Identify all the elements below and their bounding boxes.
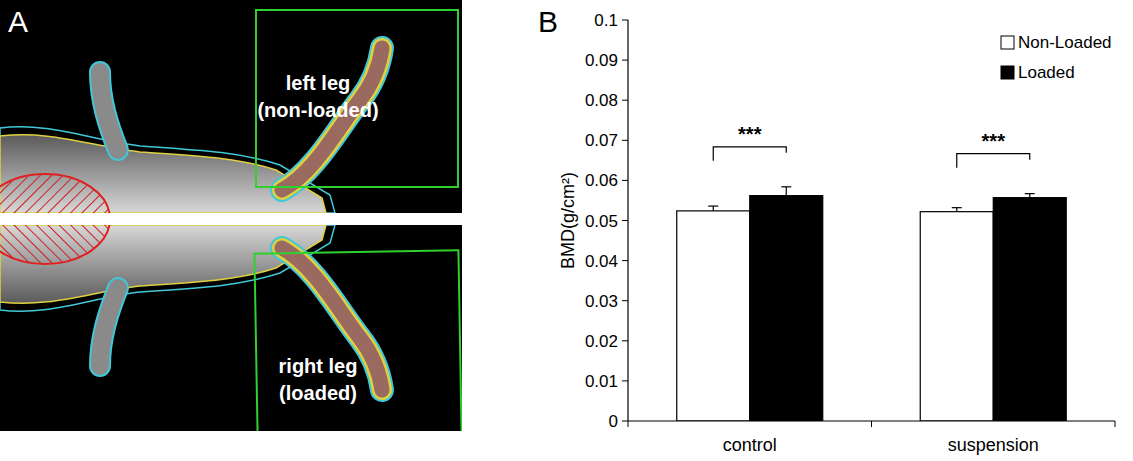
error-cap: [781, 186, 791, 187]
panel-label: A: [8, 5, 28, 38]
y-tick-label: 0.01: [585, 372, 618, 391]
y-tick: [622, 180, 628, 181]
error-bar: [952, 208, 962, 212]
annotation-line: (loaded): [279, 382, 357, 404]
y-tick: [622, 260, 628, 261]
y-tick-label: 0.1: [594, 11, 618, 30]
y-tick: [622, 60, 628, 61]
error-stem: [713, 206, 714, 211]
mouse-half: [0, 225, 382, 390]
y-axis: 0 0.01 0.02 0.03 0.04 0.05 0.06 0.07 0.08 0.09 0.1: [585, 11, 628, 431]
y-tick-label: 0.08: [585, 91, 618, 110]
y-tick: [622, 380, 628, 381]
panel-a: [0, 0, 462, 431]
error-cap: [708, 205, 718, 206]
y-tick-label: 0.07: [585, 131, 618, 150]
roi-box: [256, 10, 458, 187]
excluded-region: [0, 225, 110, 264]
front-leg: [100, 288, 118, 366]
x-tick-label: suspension: [948, 435, 1039, 455]
legend-label: Non-Loaded: [1018, 33, 1112, 52]
front-leg: [100, 72, 118, 150]
error-stem: [786, 187, 787, 196]
x-tick: [628, 421, 629, 427]
error-bar: [1025, 194, 1035, 198]
y-tick-label: 0.05: [585, 212, 618, 231]
x-tick: [1115, 421, 1116, 427]
y-tick: [622, 340, 628, 341]
error-cap: [1025, 193, 1035, 194]
chart-texts: control suspension *** ***: [713, 123, 1039, 455]
figure: Aleft leg(non-loaded)right leg(loaded)B0…: [0, 0, 1133, 461]
annotation-line: right leg: [279, 355, 358, 377]
error-stem: [956, 208, 957, 212]
bar: [750, 196, 823, 421]
panel-label: B: [538, 5, 558, 38]
x-tick: [871, 421, 872, 427]
y-axis-line: [627, 20, 628, 421]
leg-annotation: left leg (non-loaded): [257, 72, 378, 121]
roi-box: [254, 250, 461, 431]
error-cap: [952, 207, 962, 208]
y-tick: [622, 421, 628, 422]
error-stem: [1029, 194, 1030, 198]
y-tick-label: 0.03: [585, 292, 618, 311]
significance-label: ***: [738, 123, 762, 145]
y-tick-label: 0.04: [585, 252, 618, 271]
y-tick: [622, 20, 628, 21]
front-leg-outline: [100, 288, 118, 366]
bar: [677, 211, 750, 421]
bars: [677, 187, 1067, 421]
annotation-line: (non-loaded): [257, 99, 378, 121]
significance-bracket: [957, 154, 1030, 168]
bar: [920, 212, 993, 421]
significance-bracket: [713, 147, 786, 161]
y-tick-label: 0.02: [585, 332, 618, 351]
y-axis-title: BMD(g/cm²): [558, 172, 578, 269]
x-tick-label: control: [723, 435, 777, 455]
error-bar: [708, 206, 718, 211]
error-bar: [781, 187, 791, 196]
leg-annotation: right leg (loaded): [279, 355, 358, 404]
significance-label: ***: [982, 130, 1006, 152]
y-tick: [622, 140, 628, 141]
y-tick: [622, 220, 628, 221]
y-tick-label: 0: [609, 412, 618, 431]
legend-swatch: [1001, 66, 1014, 79]
y-tick-label: 0.09: [585, 51, 618, 70]
annotation-line: left leg: [286, 72, 350, 94]
y-tick: [622, 100, 628, 101]
scan-background: [0, 0, 462, 431]
mirror: [0, 174, 382, 390]
y-tick-label: 0.06: [585, 171, 618, 190]
legend: Non-Loaded Loaded: [1001, 33, 1112, 82]
gap: [0, 213, 462, 225]
legend-label: Loaded: [1018, 63, 1075, 82]
bar: [993, 198, 1066, 421]
mouse-half: [0, 48, 382, 213]
excluded-region: [0, 174, 110, 213]
legend-swatch: [1001, 36, 1014, 49]
y-tick: [622, 300, 628, 301]
front-leg-outline: [100, 72, 118, 150]
